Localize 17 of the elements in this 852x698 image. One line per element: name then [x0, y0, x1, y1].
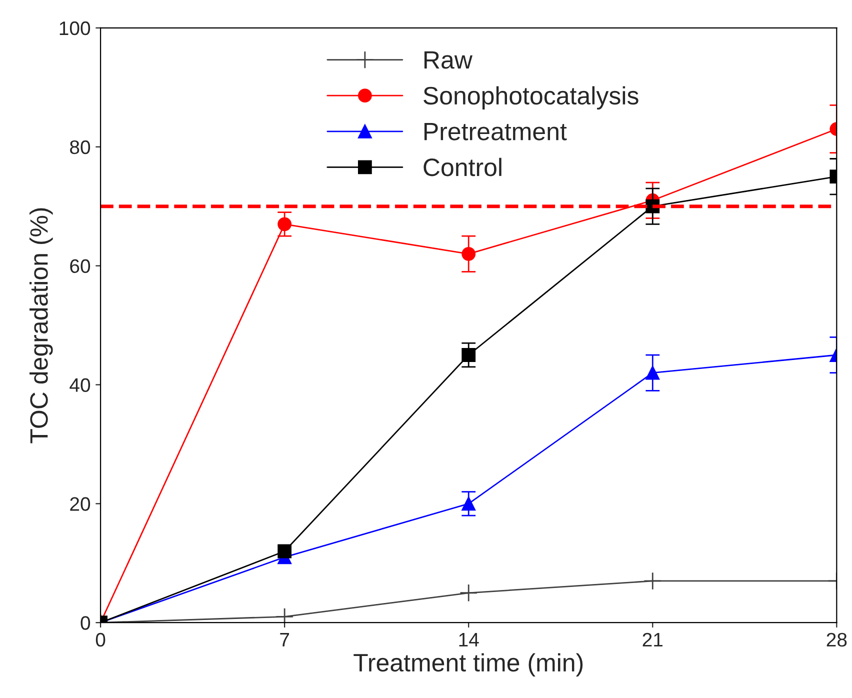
legend-label: Pretreatment: [424, 122, 567, 140]
x-tick-label: 28: [826, 632, 847, 647]
legend-label: Control: [424, 158, 502, 176]
y-tick-label: 60: [70, 259, 90, 274]
x-tick-label: 14: [459, 633, 479, 646]
x-axis-title: Treatment time (min): [354, 653, 583, 677]
legend-label: Sonophotocatalysis: [424, 86, 638, 110]
legend-label: Raw: [424, 51, 472, 69]
y-tick-label: 100: [60, 21, 90, 36]
y-tick-label: 20: [70, 497, 90, 511]
y-tick-label: 80: [70, 140, 90, 154]
y-tick-label: 40: [70, 378, 90, 392]
x-tick-label: 21: [642, 632, 662, 646]
y-tick-label: 0: [80, 616, 90, 630]
x-tick-label: 0: [96, 632, 106, 647]
x-tick-label: 7: [280, 633, 289, 646]
y-axis-title: TOC degradation (%): [30, 208, 53, 444]
